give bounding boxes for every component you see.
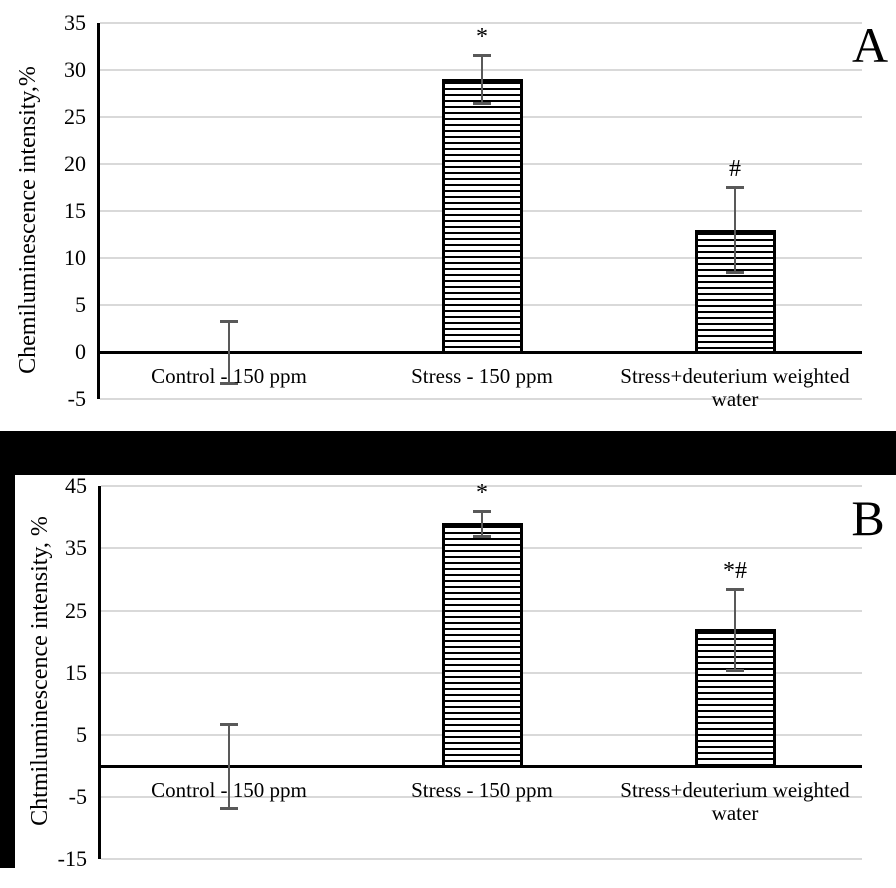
y-tick-label: 15 xyxy=(64,197,86,223)
bar xyxy=(441,523,523,768)
y-tick-label: 10 xyxy=(64,244,86,270)
gridline xyxy=(101,485,862,488)
y-tick-label: -5 xyxy=(67,386,86,412)
significance-marker: # xyxy=(729,156,741,183)
bar xyxy=(441,78,523,354)
category-label: Control - 150 ppm xyxy=(151,778,307,802)
error-bar xyxy=(481,510,483,536)
y-tick-label: 5 xyxy=(76,721,87,747)
error-bar xyxy=(734,187,736,272)
error-bar-cap xyxy=(726,186,744,190)
y-tick-label: 35 xyxy=(65,535,87,561)
error-bar xyxy=(228,724,230,808)
y-tick-label: 20 xyxy=(64,150,86,176)
gridline xyxy=(100,21,862,24)
gridline xyxy=(100,398,862,401)
y-tick-label: 35 xyxy=(64,9,86,35)
category-label: Stress - 150 ppm xyxy=(411,364,553,388)
divider-left-strip xyxy=(0,431,15,868)
error-bar-cap xyxy=(473,534,491,538)
y-tick-label: 0 xyxy=(75,339,86,364)
y-tick-label: 30 xyxy=(64,56,86,82)
y-tick-label: -5 xyxy=(68,784,87,810)
gridline xyxy=(101,858,862,861)
error-bar-cap xyxy=(220,806,238,810)
category-label: Control - 150 ppm xyxy=(151,364,307,388)
panel-label-a: A xyxy=(851,17,889,73)
error-bar-cap xyxy=(473,54,491,58)
x-axis-zero-line xyxy=(97,351,862,354)
error-bar xyxy=(734,588,736,670)
significance-marker: *# xyxy=(723,557,747,584)
error-bar-cap xyxy=(220,382,238,386)
y-axis-line xyxy=(98,486,101,860)
y-axis-line xyxy=(97,22,100,400)
panel-label-b: B xyxy=(851,490,885,546)
error-bar-cap xyxy=(220,723,238,727)
category-label: Stress - 150 ppm xyxy=(411,778,553,802)
error-bar xyxy=(228,320,230,384)
error-bar-cap xyxy=(473,509,491,513)
divider-band xyxy=(0,431,896,475)
category-label: Stress+deuterium weighted water xyxy=(620,364,850,411)
significance-marker: * xyxy=(476,24,488,51)
y-tick-label: 25 xyxy=(65,597,87,623)
error-bar-cap xyxy=(726,587,744,591)
error-bar-cap xyxy=(473,101,491,105)
y-tick-label: 15 xyxy=(65,659,87,685)
gridline xyxy=(101,796,862,799)
x-axis-zero-line xyxy=(98,765,862,768)
y-tick-label: 45 xyxy=(65,473,87,499)
error-bar xyxy=(481,55,483,103)
chart-panel-a: Chemiluminescence intensity,% A 35 30 25 20… xyxy=(0,0,896,431)
y-tick-label: 25 xyxy=(64,103,86,129)
chart-panel-b: Chtmiluminescence intensity, % B 45 35 25 1… xyxy=(0,431,896,888)
error-bar-cap xyxy=(726,270,744,274)
significance-marker: * xyxy=(476,479,488,506)
category-label: Stress+deuterium weighted water xyxy=(620,778,850,825)
error-bar-cap xyxy=(220,319,238,323)
error-bar-cap xyxy=(726,668,744,672)
y-tick-label: -15 xyxy=(57,846,87,872)
y-tick-label: 5 xyxy=(75,291,86,317)
